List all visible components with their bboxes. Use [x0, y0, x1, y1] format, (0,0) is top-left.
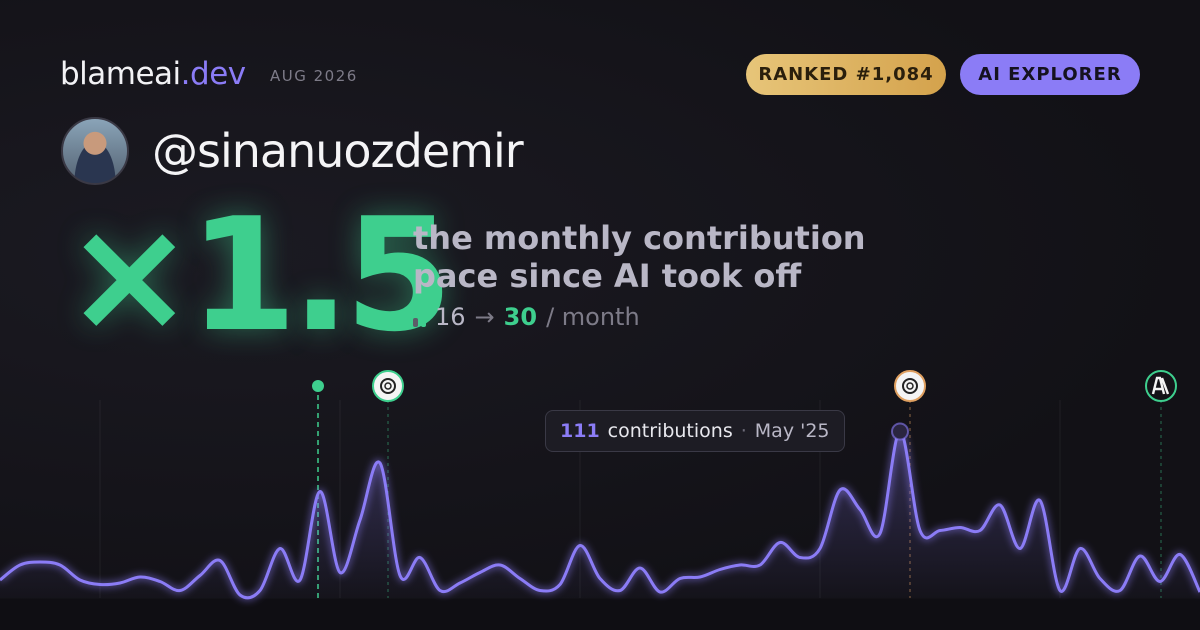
pace-icon — [413, 307, 426, 327]
brand-name: blameai — [60, 56, 181, 92]
tooltip-separator: · — [740, 420, 747, 442]
pace: 16 → 30 / month — [413, 303, 640, 331]
tier-badge: AI EXPLORER — [960, 54, 1140, 95]
event-icon — [1145, 370, 1177, 402]
highlight-point — [891, 422, 909, 441]
event-icon — [894, 370, 926, 402]
pace-after: 30 — [503, 303, 538, 331]
area — [0, 431, 1200, 598]
description-line: the monthly contribution — [413, 219, 866, 257]
brand-suffix: .dev — [180, 56, 246, 92]
tooltip-label: contributions — [607, 420, 733, 442]
description-line: pace since AI took off — [413, 257, 802, 295]
rank-badge: RANKED #1,084 — [746, 54, 946, 95]
event-dot — [312, 380, 324, 392]
pace-arrow: → — [474, 303, 495, 331]
tooltip-value: 111 — [560, 420, 600, 442]
username: @sinanuozdemir — [152, 124, 524, 178]
tooltip: 111 contributions · May '25 — [545, 410, 845, 452]
event-icon — [372, 370, 404, 402]
multiplier: ×1.5 — [64, 184, 453, 366]
line — [0, 429, 1200, 600]
date: AUG 2026 — [270, 67, 358, 85]
pace-unit: / month — [546, 303, 640, 331]
brand: blameai.dev — [60, 56, 246, 92]
axis-strip — [0, 599, 1200, 630]
description: the monthly contribution pace since AI to… — [413, 219, 866, 295]
pace-before: 16 — [435, 303, 466, 331]
avatar — [61, 117, 129, 185]
tooltip-date: May '25 — [754, 420, 830, 442]
